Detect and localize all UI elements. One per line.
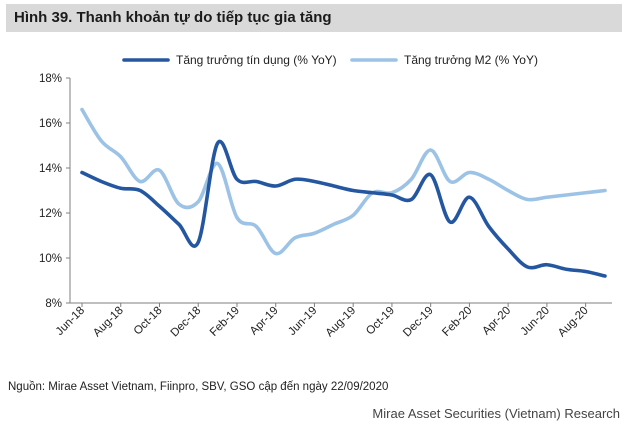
series-lines bbox=[80, 107, 607, 278]
legend: Tăng trưởng tín dụng (% YoY) Tăng trưởng … bbox=[122, 53, 538, 67]
x-tick-label: Aug-20 bbox=[556, 305, 591, 340]
figure-title: Hình 39. Thanh khoản tự do tiếp tục gia … bbox=[14, 9, 332, 26]
y-tick-label: 8% bbox=[45, 298, 62, 310]
x-tick-label: Apr-19 bbox=[248, 305, 281, 338]
y-axis-ticks: 8% 10% 12% 14% 16% 18% bbox=[39, 73, 70, 310]
x-tick-label: Jun-19 bbox=[286, 305, 319, 338]
x-tick-label: Feb-20 bbox=[440, 305, 474, 339]
series-line-credit-growth bbox=[80, 139, 607, 278]
y-tick-label: 10% bbox=[39, 253, 62, 265]
x-tick-label: Dec-18 bbox=[169, 305, 204, 340]
x-axis-ticks: Jun-18 Aug-18 Oct-18 Dec-18 Feb-19 Apr-19 Jun-… bbox=[54, 303, 591, 339]
x-tick-label: Aug-19 bbox=[324, 305, 359, 340]
title-bar: Hình 39. Thanh khoản tự do tiếp tục gia … bbox=[6, 4, 622, 32]
legend-label-credit: Tăng trưởng tín dụng (% YoY) bbox=[176, 53, 337, 67]
y-tick-label: 16% bbox=[39, 118, 62, 130]
x-tick-label: Oct-19 bbox=[364, 305, 397, 338]
x-tick-label: Feb-19 bbox=[208, 305, 242, 339]
x-tick-label: Apr-20 bbox=[480, 305, 513, 338]
footer-credit: Mirae Asset Securities (Vietnam) Researc… bbox=[372, 406, 620, 421]
x-tick-label: Oct-18 bbox=[132, 305, 165, 338]
line-chart: 8% 10% 12% 14% 16% 18% Jun-18 Aug-18 Oct-18 Dec-… bbox=[39, 53, 612, 339]
source-note: Nguồn: Mirae Asset Vietnam, Fiinpro, SBV… bbox=[8, 381, 389, 393]
x-tick-label: Aug-18 bbox=[91, 305, 126, 340]
y-tick-label: 18% bbox=[39, 73, 62, 85]
y-tick-label: 14% bbox=[39, 163, 62, 175]
legend-label-m2: Tăng trưởng M2 (% YoY) bbox=[404, 53, 538, 67]
x-tick-label: Dec-19 bbox=[401, 305, 436, 340]
series-line-m2-growth bbox=[80, 107, 607, 256]
x-tick-label: Jun-20 bbox=[519, 305, 552, 338]
y-tick-label: 12% bbox=[39, 208, 62, 220]
